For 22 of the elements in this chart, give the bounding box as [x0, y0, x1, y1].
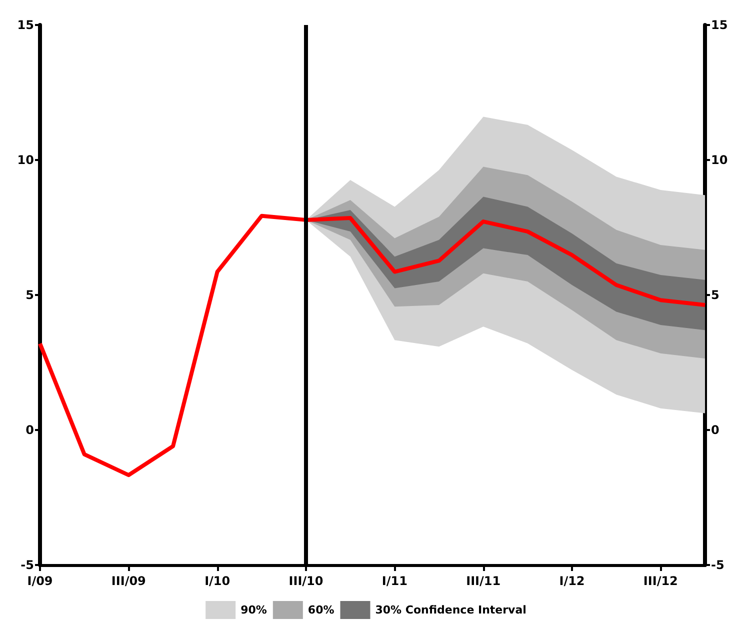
- y-tick-label: -5: [20, 558, 34, 572]
- y2-tick-label: 0: [711, 423, 720, 437]
- legend-label: 90%: [240, 604, 267, 616]
- legend-label: 60%: [308, 604, 334, 616]
- legend-label: 30% Confidence Interval: [375, 604, 526, 616]
- y-tick-label: 0: [26, 423, 34, 437]
- x-tick-label: I/09: [27, 574, 53, 588]
- x-tick-label: III/12: [643, 574, 678, 588]
- x-tick-label: III/11: [466, 574, 501, 588]
- y-tick-label: 5: [26, 288, 34, 302]
- y2-tick-label: 10: [711, 153, 728, 167]
- x-tick-label: III/10: [288, 574, 324, 588]
- y2-tick-label: -5: [711, 558, 724, 572]
- x-tick-label: I/10: [204, 574, 230, 588]
- y-tick-label: 10: [17, 153, 34, 167]
- y2-tick-label: 15: [711, 18, 728, 32]
- x-tick-label: I/11: [382, 574, 408, 588]
- line-series: [38, 214, 707, 478]
- y-tick-label: 15: [17, 18, 34, 32]
- x-tick-label: I/12: [559, 574, 585, 588]
- x-tick-label: III/09: [111, 574, 146, 588]
- y2-tick-label: 5: [711, 288, 720, 302]
